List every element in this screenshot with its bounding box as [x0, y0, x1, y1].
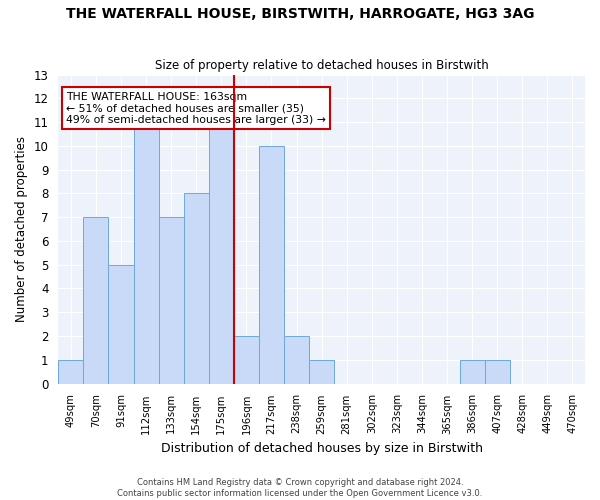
Bar — [134, 122, 158, 384]
Text: THE WATERFALL HOUSE, BIRSTWITH, HARROGATE, HG3 3AG: THE WATERFALL HOUSE, BIRSTWITH, HARROGAT… — [66, 8, 534, 22]
Bar — [83, 217, 109, 384]
Bar — [184, 194, 209, 384]
Text: Contains HM Land Registry data © Crown copyright and database right 2024.
Contai: Contains HM Land Registry data © Crown c… — [118, 478, 482, 498]
Text: THE WATERFALL HOUSE: 163sqm
← 51% of detached houses are smaller (35)
49% of sem: THE WATERFALL HOUSE: 163sqm ← 51% of det… — [66, 92, 326, 125]
Y-axis label: Number of detached properties: Number of detached properties — [15, 136, 28, 322]
Bar — [284, 336, 309, 384]
Bar — [158, 217, 184, 384]
Bar — [460, 360, 485, 384]
Bar — [309, 360, 334, 384]
Bar — [259, 146, 284, 384]
Title: Size of property relative to detached houses in Birstwith: Size of property relative to detached ho… — [155, 59, 488, 72]
Bar — [58, 360, 83, 384]
Bar — [485, 360, 510, 384]
Bar — [209, 122, 234, 384]
Bar — [234, 336, 259, 384]
X-axis label: Distribution of detached houses by size in Birstwith: Distribution of detached houses by size … — [161, 442, 482, 455]
Bar — [109, 264, 134, 384]
